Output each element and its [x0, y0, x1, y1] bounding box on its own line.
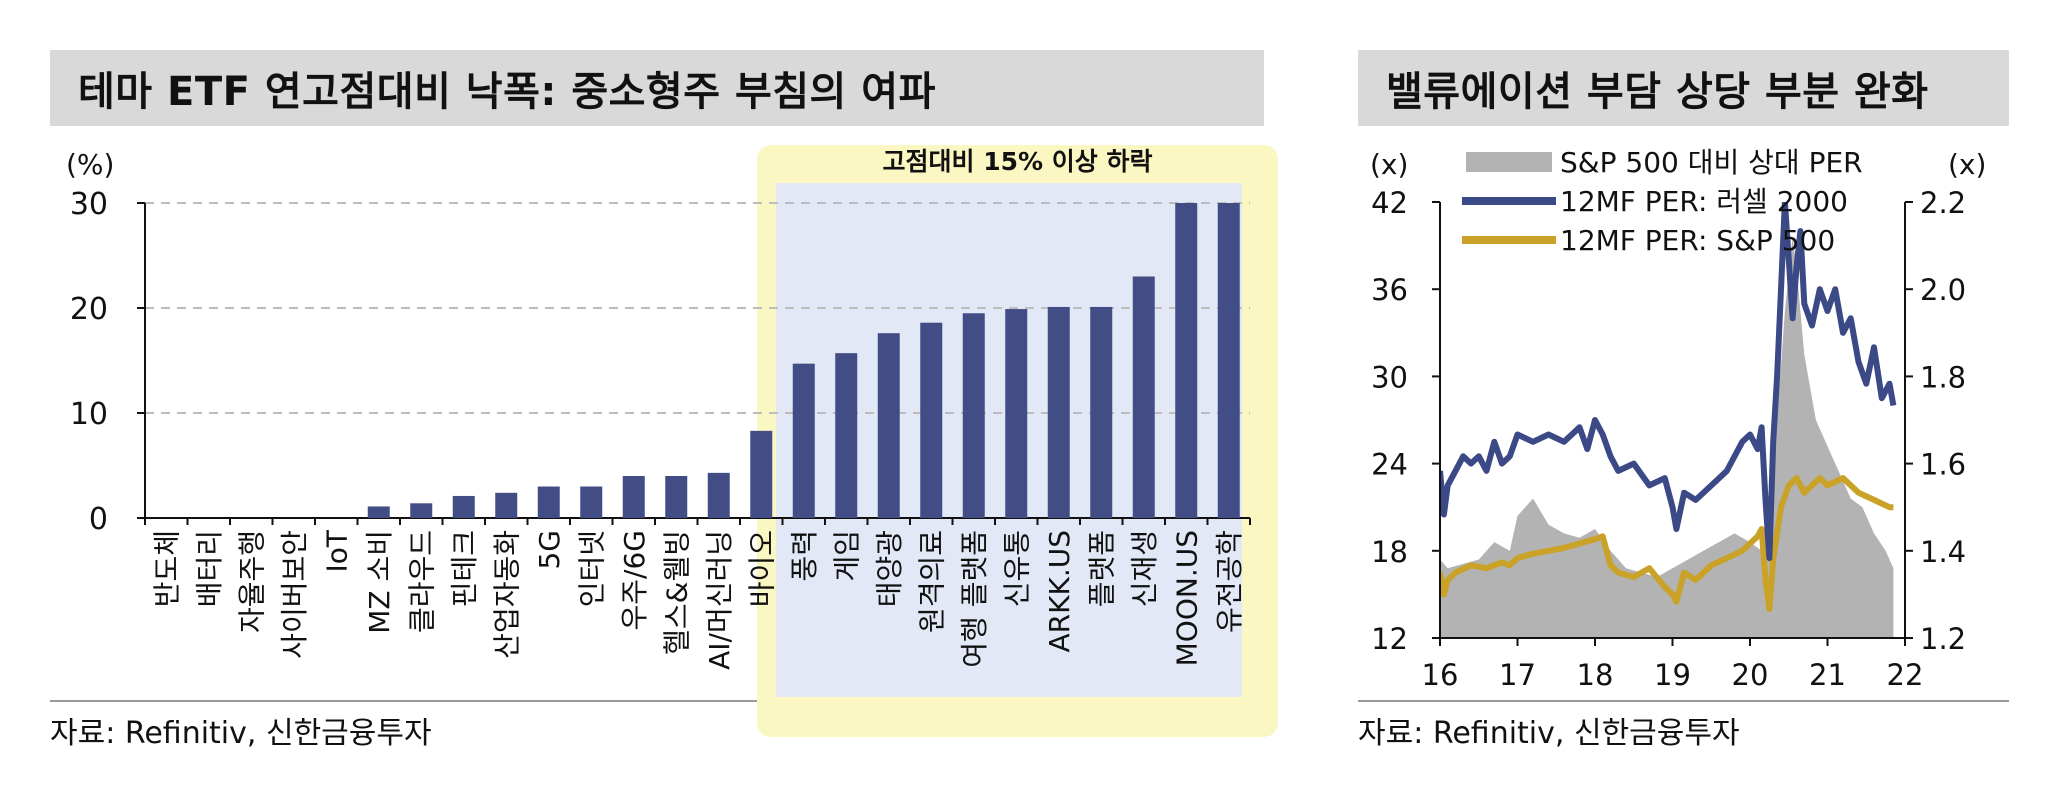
x-tick-label: 유전공학 — [1213, 530, 1246, 633]
bar-25 — [1175, 203, 1198, 518]
right-y-tick-label: 2.0 — [1920, 273, 1966, 307]
y-axis-unit-label: (%) — [66, 148, 114, 181]
left-axis-unit-label: (x) — [1370, 148, 1408, 181]
highlight-label: 고점대비 15% 이상 하락 — [883, 147, 1153, 176]
y-tick-label: 10 — [70, 397, 108, 432]
x-tick-label: 사이버보안 — [278, 530, 311, 659]
x-tick-label: 16 — [1422, 658, 1459, 692]
left-y-tick-label: 18 — [1371, 535, 1408, 569]
x-tick-label: IoT — [320, 529, 353, 572]
series-sp500-per-line — [1440, 475, 1894, 612]
bar-21 — [1005, 309, 1028, 518]
left-source-note: 자료: Refinitiv, 신한금융투자 — [50, 716, 432, 751]
x-tick-label: 20 — [1732, 658, 1769, 692]
x-tick-label: 반도체 — [150, 530, 183, 607]
series-relative-per-area — [1440, 236, 1894, 638]
left-source-divider — [50, 700, 1264, 702]
x-tick-label: 18 — [1577, 658, 1614, 692]
bar-23 — [1090, 306, 1113, 518]
x-tick-label: 우주/6G — [618, 530, 651, 630]
left-y-tick-label: 36 — [1371, 273, 1408, 307]
x-tick-label: 여행 플랫폼 — [958, 530, 991, 668]
bar-14 — [707, 472, 730, 518]
x-tick-label: 배터리 — [193, 530, 226, 607]
x-tick-label: 5G — [533, 530, 566, 570]
bar-6 — [367, 506, 390, 518]
x-tick-label: 자율주행 — [235, 530, 268, 633]
bar-12 — [622, 476, 645, 518]
left-y-tick-label: 42 — [1371, 186, 1408, 220]
x-tick-label: 17 — [1499, 658, 1536, 692]
bar-20 — [962, 313, 985, 518]
bar-9 — [495, 492, 518, 518]
x-tick-label: 핀테크 — [448, 530, 481, 607]
x-tick-label: AI/머신러닝 — [703, 530, 736, 670]
bar-18 — [877, 333, 900, 518]
x-tick-label: 클라우드 — [405, 530, 438, 633]
left-y-tick-label: 24 — [1371, 448, 1408, 482]
bar-22 — [1047, 306, 1070, 518]
bar-24 — [1132, 276, 1155, 518]
right-source-divider — [1358, 700, 2009, 702]
bar-11 — [580, 486, 603, 518]
bar-7 — [410, 503, 433, 518]
x-tick-label: 바이오 — [745, 530, 778, 607]
x-tick-label: 신유통 — [1000, 530, 1033, 607]
x-tick-label: 21 — [1809, 658, 1846, 692]
x-tick-label: 22 — [1887, 658, 1924, 692]
right-chart-title: 밸류에이션 부담 상당 부분 완화 — [1358, 50, 2009, 126]
right-y-tick-label: 1.8 — [1920, 360, 1966, 394]
bar-19 — [920, 322, 943, 518]
y-tick-label: 30 — [70, 187, 108, 222]
left-y-tick-label: 12 — [1371, 622, 1408, 656]
x-tick-label: 원격의료 — [915, 530, 948, 633]
right-source-note: 자료: Refinitiv, 신한금융투자 — [1358, 716, 1740, 751]
x-tick-label: MOON.US — [1170, 530, 1203, 666]
x-tick-label: 태양광 — [873, 530, 906, 607]
x-tick-label: 19 — [1654, 658, 1691, 692]
x-tick-label: ARKK.US — [1043, 530, 1076, 653]
right-y-tick-label: 1.6 — [1920, 448, 1966, 482]
right-axis-unit-label: (x) — [1948, 148, 1986, 181]
bar-10 — [537, 486, 560, 518]
y-tick-label: 20 — [70, 292, 108, 327]
bar-15 — [750, 430, 773, 518]
bar-8 — [452, 495, 475, 518]
bar-26 — [1217, 203, 1240, 518]
left-y-tick-label: 30 — [1371, 360, 1408, 394]
x-tick-label: 산업자동화 — [490, 530, 523, 659]
y-tick-label: 0 — [89, 502, 108, 537]
legend-relative-per-swatch — [1466, 152, 1552, 172]
bar-16 — [792, 363, 815, 518]
legend-relative-per-label: S&P 500 대비 상대 PER — [1560, 146, 1863, 179]
legend-russell2000-per-label: 12MF PER: 러셀 2000 — [1560, 185, 1848, 218]
right-y-tick-label: 1.2 — [1920, 622, 1966, 656]
plot-area — [1440, 202, 1897, 638]
bar-13 — [665, 476, 688, 518]
x-tick-label: 게임 — [830, 530, 863, 582]
x-tick-label: 신재생 — [1128, 530, 1161, 607]
x-tick-label: 플랫폼 — [1085, 530, 1118, 607]
series-russell2000-per-line — [1440, 202, 1897, 562]
x-tick-label: 헬스&웰빙 — [660, 530, 693, 655]
right-y-tick-label: 2.2 — [1920, 186, 1966, 220]
right-y-tick-label: 1.4 — [1920, 535, 1966, 569]
x-tick-label: 인터넷 — [575, 530, 608, 607]
bar-17 — [835, 353, 858, 518]
x-tick-label: MZ 소비 — [363, 530, 396, 634]
left-chart-title: 테마 ETF 연고점대비 낙폭: 중소형주 부침의 여파 — [50, 50, 1264, 126]
legend-sp500-per-label: 12MF PER: S&P 500 — [1560, 224, 1835, 257]
x-tick-label: 풍력 — [788, 530, 821, 582]
